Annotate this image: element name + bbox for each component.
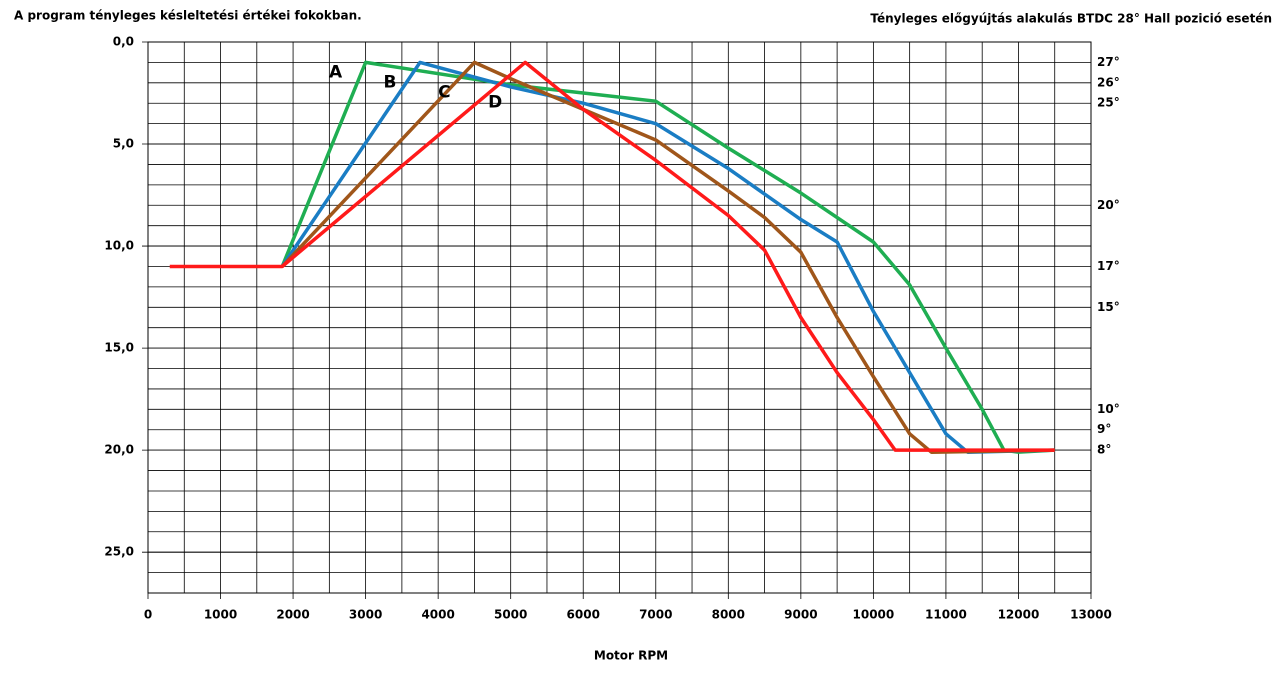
y2-tick-label: 26°	[1097, 75, 1120, 89]
y2-tick-label: 25°	[1097, 96, 1120, 110]
x-tick-label: 4000	[421, 608, 454, 622]
y2-tick-label: 8°	[1097, 443, 1111, 457]
chart-subtitle: Tényleges előgyújtás alakulás BTDC 28° H…	[870, 12, 1272, 26]
series-label: A	[329, 62, 343, 82]
y2-tick-label: 10°	[1097, 402, 1120, 416]
series-label: C	[438, 82, 450, 102]
x-tick-label: 9000	[784, 608, 817, 622]
x-tick-label: 5000	[494, 608, 527, 622]
y-tick-label: 20,0	[104, 443, 134, 457]
y-tick-label: 15,0	[104, 341, 134, 355]
x-tick-label: 8000	[712, 608, 745, 622]
y2-tick-label: 27°	[1097, 55, 1120, 69]
series-line	[280, 60, 1055, 454]
y2-tick-label: 15°	[1097, 300, 1120, 314]
chart-title: A program tényleges késleltetési értékei…	[14, 9, 362, 23]
y-tick-label: 5,0	[113, 137, 134, 151]
y-tick-label: 10,0	[104, 239, 134, 253]
series-line	[169, 60, 1055, 452]
x-axis-label: Motor RPM	[594, 649, 668, 663]
x-tick-label: 3000	[349, 608, 382, 622]
x-tick-label: 0	[144, 608, 152, 622]
series-label: B	[384, 72, 397, 92]
plot-frame	[147, 41, 1092, 594]
series-line	[280, 60, 1055, 454]
x-tick-label: 7000	[639, 608, 672, 622]
y-tick-label: 0,0	[113, 35, 134, 49]
x-tick-label: 1000	[204, 608, 237, 622]
x-tick-label: 12000	[998, 608, 1040, 622]
x-tick-label: 10000	[853, 608, 895, 622]
series-line	[280, 60, 1055, 454]
x-tick-label: 6000	[567, 608, 600, 622]
y2-tick-label: 20°	[1097, 198, 1120, 212]
series-label: D	[488, 92, 502, 112]
y2-tick-label: 17°	[1097, 259, 1120, 273]
y2-tick-label: 9°	[1097, 422, 1111, 436]
y-tick-label: 25,0	[104, 545, 134, 559]
x-tick-label: 13000	[1070, 608, 1112, 622]
x-tick-label: 11000	[925, 608, 967, 622]
x-tick-label: 2000	[276, 608, 309, 622]
